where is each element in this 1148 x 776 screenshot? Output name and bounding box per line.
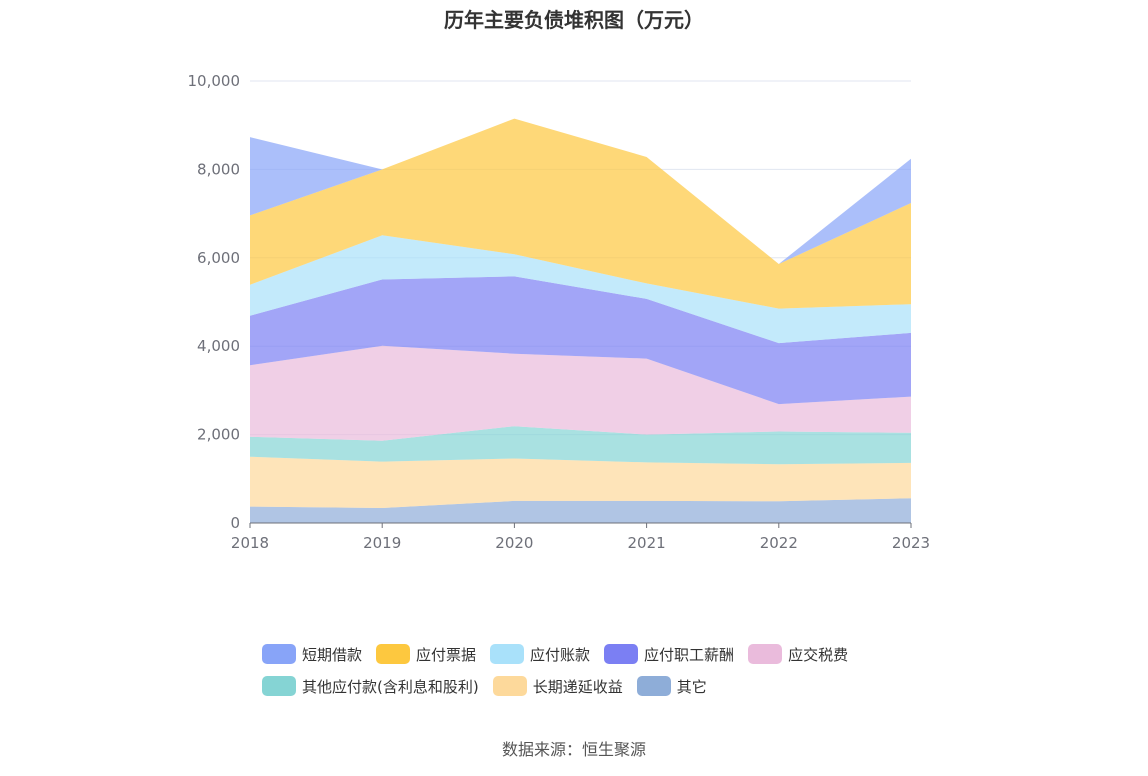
area-series: [250, 235, 911, 344]
legend-item-accounts-payable[interactable]: 应付账款: [490, 644, 590, 665]
chart-title: 历年主要负债堆积图（万元）: [444, 8, 704, 32]
y-tick-label: 4,000: [197, 337, 240, 355]
legend-swatch: [262, 644, 296, 664]
area-series: [250, 456, 911, 508]
x-tick-label: 2021: [628, 534, 666, 552]
legend-swatch: [262, 676, 296, 696]
legend-label: 短期借款: [302, 645, 363, 664]
area-series-group: [250, 118, 911, 523]
axes: 0 2,000 4,000 6,000 8,000 10,000 2018 2019 2020 2…: [188, 72, 931, 552]
legend-item-notes-payable[interactable]: 应付票据: [376, 644, 476, 665]
legend-swatch: [492, 676, 527, 696]
legend-swatch: [604, 644, 639, 664]
y-tick-label: 10,000: [188, 72, 241, 90]
y-tick-label: 0: [230, 514, 240, 532]
legend-item-taxes-payable[interactable]: 应交税费: [748, 644, 848, 665]
legend-label: 应付票据: [416, 645, 477, 664]
legend-label: 其他应付款(含利息和股利): [302, 677, 479, 696]
data-source-note: 数据来源：恒生聚源: [501, 740, 646, 759]
y-tick-label: 8,000: [197, 160, 240, 178]
x-tick-label: 2022: [760, 534, 798, 552]
legend-swatch: [490, 644, 525, 664]
legend-label: 应付职工薪酬: [644, 645, 735, 664]
legend-swatch: [376, 644, 411, 664]
area-series: [250, 118, 911, 309]
x-tick-label: 2018: [231, 534, 269, 552]
y-tick-label: 2,000: [197, 426, 240, 444]
legend-row-1: 短期借款 应付票据 应付账款 应付职工薪酬 应交税费: [262, 638, 902, 670]
legend-item-deferred-income[interactable]: 长期递延收益: [492, 676, 623, 697]
legend-item-other-payables[interactable]: 其他应付款(含利息和股利): [262, 676, 479, 697]
legend-item-short-term-loans[interactable]: 短期借款: [262, 644, 362, 665]
area-series: [250, 498, 911, 523]
legend-label: 其它: [676, 677, 707, 696]
legend: 短期借款 应付票据 应付账款 应付职工薪酬 应交税费 其他应付款(含利息和股利)…: [262, 638, 902, 702]
area-series: [250, 345, 911, 441]
x-tick-label: 2020: [495, 534, 533, 552]
y-tick-label: 6,000: [197, 249, 240, 267]
legend-swatch: [636, 676, 671, 696]
x-tick-label: 2019: [363, 534, 401, 552]
x-tick-label: 2023: [892, 534, 930, 552]
legend-label: 应交税费: [788, 645, 849, 664]
legend-item-payroll-payable[interactable]: 应付职工薪酬: [604, 644, 734, 665]
area-series: [250, 276, 911, 405]
legend-swatch: [748, 644, 783, 664]
legend-label: 长期递延收益: [532, 677, 623, 696]
legend-label: 应付账款: [530, 645, 591, 664]
legend-item-others[interactable]: 其它: [636, 676, 707, 697]
area-series: [250, 426, 911, 465]
legend-row-2: 其他应付款(含利息和股利) 长期递延收益 其它: [262, 670, 902, 702]
